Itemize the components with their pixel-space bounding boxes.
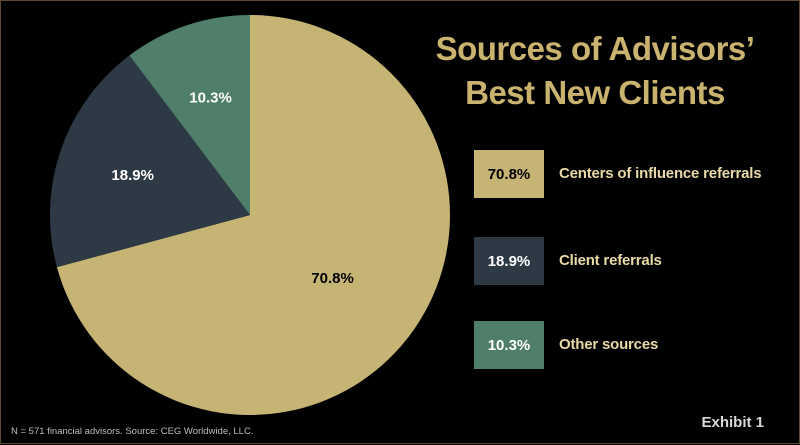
pie-label-other-sources: 10.3% (189, 89, 232, 106)
exhibit-label: Exhibit 1 (701, 414, 764, 431)
legend-swatch-centers-of-influence: 70.8% (474, 150, 544, 198)
pie-label-client-referrals: 18.9% (111, 167, 154, 184)
legend-swatch-other-sources: 10.3% (474, 321, 544, 369)
pie-slice-centers-of-influence-referrals (56, 15, 450, 416)
legend-swatch-client-referrals: 18.9% (474, 237, 544, 285)
pie-label-centers-of-influence-referrals: 70.8% (311, 270, 354, 287)
legend-label-other-sources: Other sources (559, 336, 659, 353)
chart-title-line-2: Best New Clients (465, 74, 725, 111)
chart-title-line-1: Sources of Advisors’ (435, 30, 755, 67)
legend-value-other-sources: 10.3% (487, 336, 531, 354)
pie-slice-client-referrals (49, 55, 250, 268)
legend-value-centers-of-influence: 70.8% (487, 165, 531, 183)
pie-slice-other-sources (129, 15, 250, 215)
legend-label-centers-of-influence: Centers of influence referrals (559, 165, 762, 182)
chart-title: Sources of Advisors’ Best New Clients (419, 27, 771, 115)
legend-label-client-referrals: Client referrals (559, 252, 662, 269)
footnote: N = 571 financial advisors. Source: CEG … (11, 426, 254, 437)
legend-value-client-referrals: 18.9% (487, 252, 531, 270)
